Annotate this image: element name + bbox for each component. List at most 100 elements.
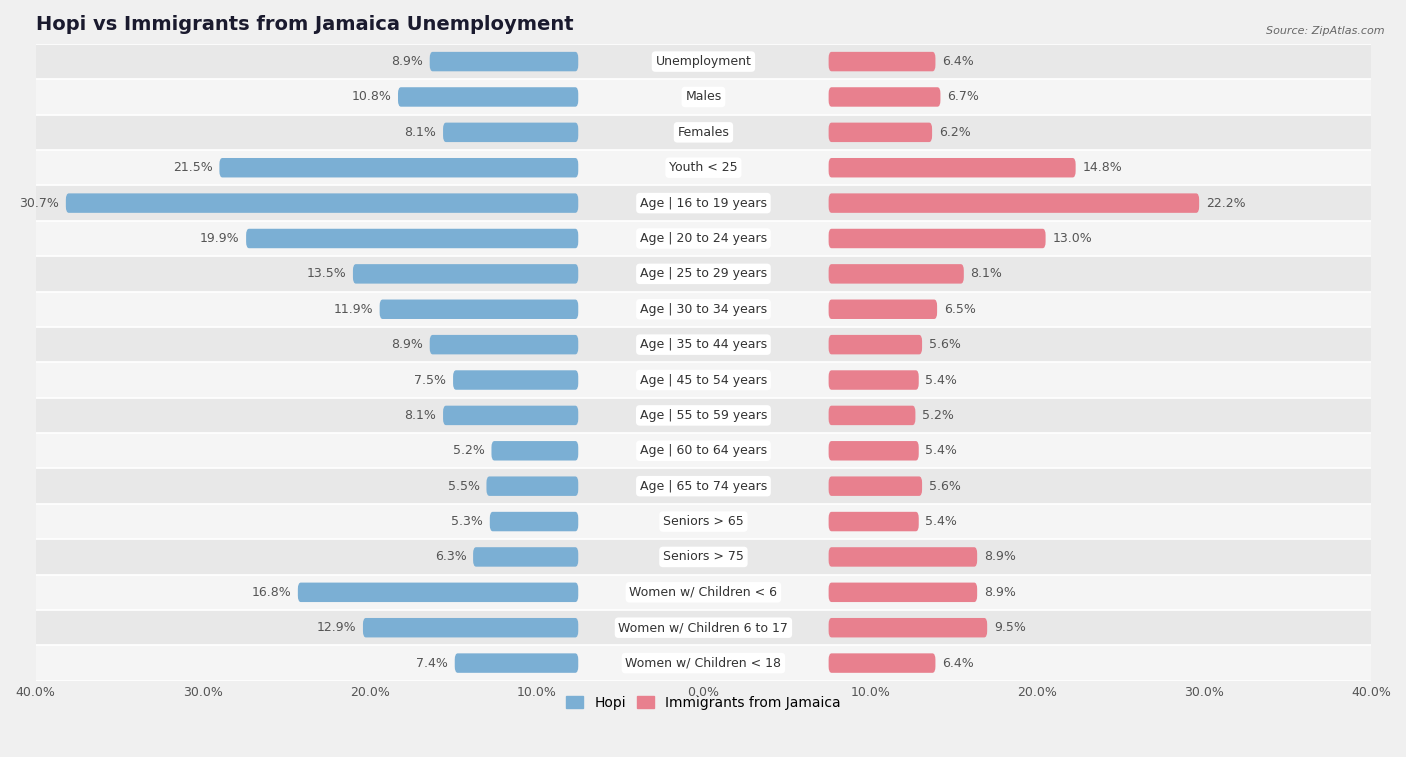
- Text: Age | 25 to 29 years: Age | 25 to 29 years: [640, 267, 768, 280]
- Text: Age | 65 to 74 years: Age | 65 to 74 years: [640, 480, 768, 493]
- Text: 5.6%: 5.6%: [929, 338, 960, 351]
- Text: 8.1%: 8.1%: [405, 126, 436, 139]
- Text: 13.0%: 13.0%: [1052, 232, 1092, 245]
- Text: 6.4%: 6.4%: [942, 656, 974, 670]
- Text: Age | 35 to 44 years: Age | 35 to 44 years: [640, 338, 768, 351]
- FancyBboxPatch shape: [66, 193, 578, 213]
- Bar: [35, 114, 1371, 150]
- Text: 9.5%: 9.5%: [994, 621, 1026, 634]
- Bar: [35, 433, 1371, 469]
- Text: Age | 30 to 34 years: Age | 30 to 34 years: [640, 303, 768, 316]
- FancyBboxPatch shape: [443, 123, 578, 142]
- FancyBboxPatch shape: [828, 51, 935, 71]
- Text: 16.8%: 16.8%: [252, 586, 291, 599]
- Bar: [35, 256, 1371, 291]
- Text: 8.9%: 8.9%: [391, 55, 423, 68]
- Text: Women w/ Children < 6: Women w/ Children < 6: [630, 586, 778, 599]
- Text: Youth < 25: Youth < 25: [669, 161, 738, 174]
- Text: Hopi vs Immigrants from Jamaica Unemployment: Hopi vs Immigrants from Jamaica Unemploy…: [35, 15, 574, 34]
- FancyBboxPatch shape: [219, 158, 578, 177]
- FancyBboxPatch shape: [828, 229, 1046, 248]
- Text: 8.9%: 8.9%: [391, 338, 423, 351]
- Bar: [35, 150, 1371, 185]
- Text: 8.1%: 8.1%: [405, 409, 436, 422]
- Bar: [35, 504, 1371, 539]
- Text: 7.5%: 7.5%: [415, 373, 446, 387]
- FancyBboxPatch shape: [430, 51, 578, 71]
- Bar: [35, 610, 1371, 646]
- Text: 5.6%: 5.6%: [929, 480, 960, 493]
- Text: 5.4%: 5.4%: [925, 515, 957, 528]
- Bar: [35, 221, 1371, 256]
- Text: 6.2%: 6.2%: [939, 126, 970, 139]
- FancyBboxPatch shape: [430, 335, 578, 354]
- Text: Age | 16 to 19 years: Age | 16 to 19 years: [640, 197, 766, 210]
- Text: 22.2%: 22.2%: [1206, 197, 1246, 210]
- FancyBboxPatch shape: [453, 370, 578, 390]
- Bar: [35, 79, 1371, 114]
- Text: 5.4%: 5.4%: [925, 444, 957, 457]
- FancyBboxPatch shape: [828, 264, 963, 284]
- Text: Age | 45 to 54 years: Age | 45 to 54 years: [640, 373, 768, 387]
- Bar: [35, 44, 1371, 79]
- Text: 6.3%: 6.3%: [434, 550, 467, 563]
- FancyBboxPatch shape: [828, 158, 1076, 177]
- Bar: [35, 363, 1371, 397]
- Text: Source: ZipAtlas.com: Source: ZipAtlas.com: [1267, 26, 1385, 36]
- FancyBboxPatch shape: [828, 406, 915, 425]
- FancyBboxPatch shape: [828, 476, 922, 496]
- Bar: [35, 397, 1371, 433]
- FancyBboxPatch shape: [472, 547, 578, 567]
- FancyBboxPatch shape: [454, 653, 578, 673]
- FancyBboxPatch shape: [828, 583, 977, 602]
- FancyBboxPatch shape: [298, 583, 578, 602]
- FancyBboxPatch shape: [828, 193, 1199, 213]
- Text: 21.5%: 21.5%: [173, 161, 212, 174]
- FancyBboxPatch shape: [489, 512, 578, 531]
- FancyBboxPatch shape: [828, 123, 932, 142]
- FancyBboxPatch shape: [492, 441, 578, 460]
- Text: 5.2%: 5.2%: [453, 444, 485, 457]
- Bar: [35, 327, 1371, 363]
- Text: 30.7%: 30.7%: [20, 197, 59, 210]
- Bar: [35, 646, 1371, 681]
- Text: Women w/ Children < 18: Women w/ Children < 18: [626, 656, 782, 670]
- Text: Females: Females: [678, 126, 730, 139]
- Text: 8.9%: 8.9%: [984, 550, 1015, 563]
- Bar: [35, 469, 1371, 504]
- FancyBboxPatch shape: [828, 653, 935, 673]
- Text: 19.9%: 19.9%: [200, 232, 239, 245]
- FancyBboxPatch shape: [828, 512, 918, 531]
- Legend: Hopi, Immigrants from Jamaica: Hopi, Immigrants from Jamaica: [561, 690, 846, 715]
- FancyBboxPatch shape: [828, 87, 941, 107]
- Text: 5.2%: 5.2%: [922, 409, 953, 422]
- Text: 11.9%: 11.9%: [333, 303, 373, 316]
- Bar: [35, 539, 1371, 575]
- Text: 5.3%: 5.3%: [451, 515, 484, 528]
- Text: 7.4%: 7.4%: [416, 656, 449, 670]
- Text: 5.5%: 5.5%: [447, 480, 479, 493]
- Bar: [35, 575, 1371, 610]
- Text: 14.8%: 14.8%: [1083, 161, 1122, 174]
- FancyBboxPatch shape: [380, 300, 578, 319]
- FancyBboxPatch shape: [828, 335, 922, 354]
- FancyBboxPatch shape: [828, 547, 977, 567]
- Text: Women w/ Children 6 to 17: Women w/ Children 6 to 17: [619, 621, 789, 634]
- Text: Age | 20 to 24 years: Age | 20 to 24 years: [640, 232, 768, 245]
- Text: 8.9%: 8.9%: [984, 586, 1015, 599]
- Text: 6.7%: 6.7%: [948, 91, 979, 104]
- FancyBboxPatch shape: [828, 300, 938, 319]
- Text: 13.5%: 13.5%: [307, 267, 346, 280]
- Bar: [35, 185, 1371, 221]
- FancyBboxPatch shape: [486, 476, 578, 496]
- FancyBboxPatch shape: [398, 87, 578, 107]
- FancyBboxPatch shape: [353, 264, 578, 284]
- FancyBboxPatch shape: [828, 441, 918, 460]
- Text: 5.4%: 5.4%: [925, 373, 957, 387]
- Text: Seniors > 75: Seniors > 75: [664, 550, 744, 563]
- Text: 6.4%: 6.4%: [942, 55, 974, 68]
- Text: 12.9%: 12.9%: [316, 621, 356, 634]
- Text: 6.5%: 6.5%: [943, 303, 976, 316]
- Text: Unemployment: Unemployment: [655, 55, 751, 68]
- Text: Seniors > 65: Seniors > 65: [664, 515, 744, 528]
